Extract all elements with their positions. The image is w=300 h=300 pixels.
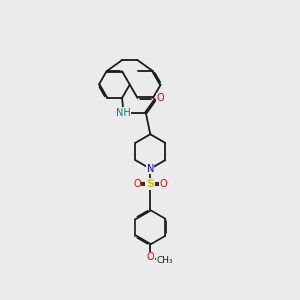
Text: O: O [146,252,154,262]
Text: CH₃: CH₃ [156,256,173,265]
Text: N: N [147,164,154,174]
Text: S: S [146,179,154,189]
Text: O: O [157,93,164,103]
Text: O: O [160,179,167,189]
Text: NH: NH [116,108,131,118]
Text: O: O [133,179,141,189]
